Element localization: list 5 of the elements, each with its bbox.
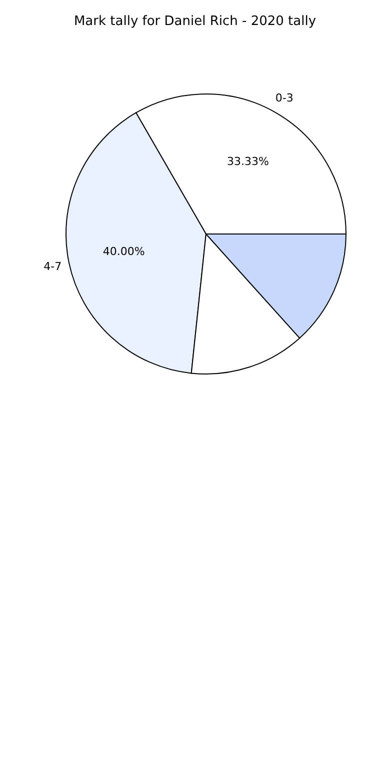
data-label: 33.33% (227, 154, 269, 168)
data-label: 40.00% (102, 244, 145, 258)
chart-title: Mark tally for Daniel Rich - 2020 tally (72, 14, 318, 29)
slice-label: 4-7 (44, 260, 62, 274)
slice-label: 0-3 (275, 92, 294, 105)
